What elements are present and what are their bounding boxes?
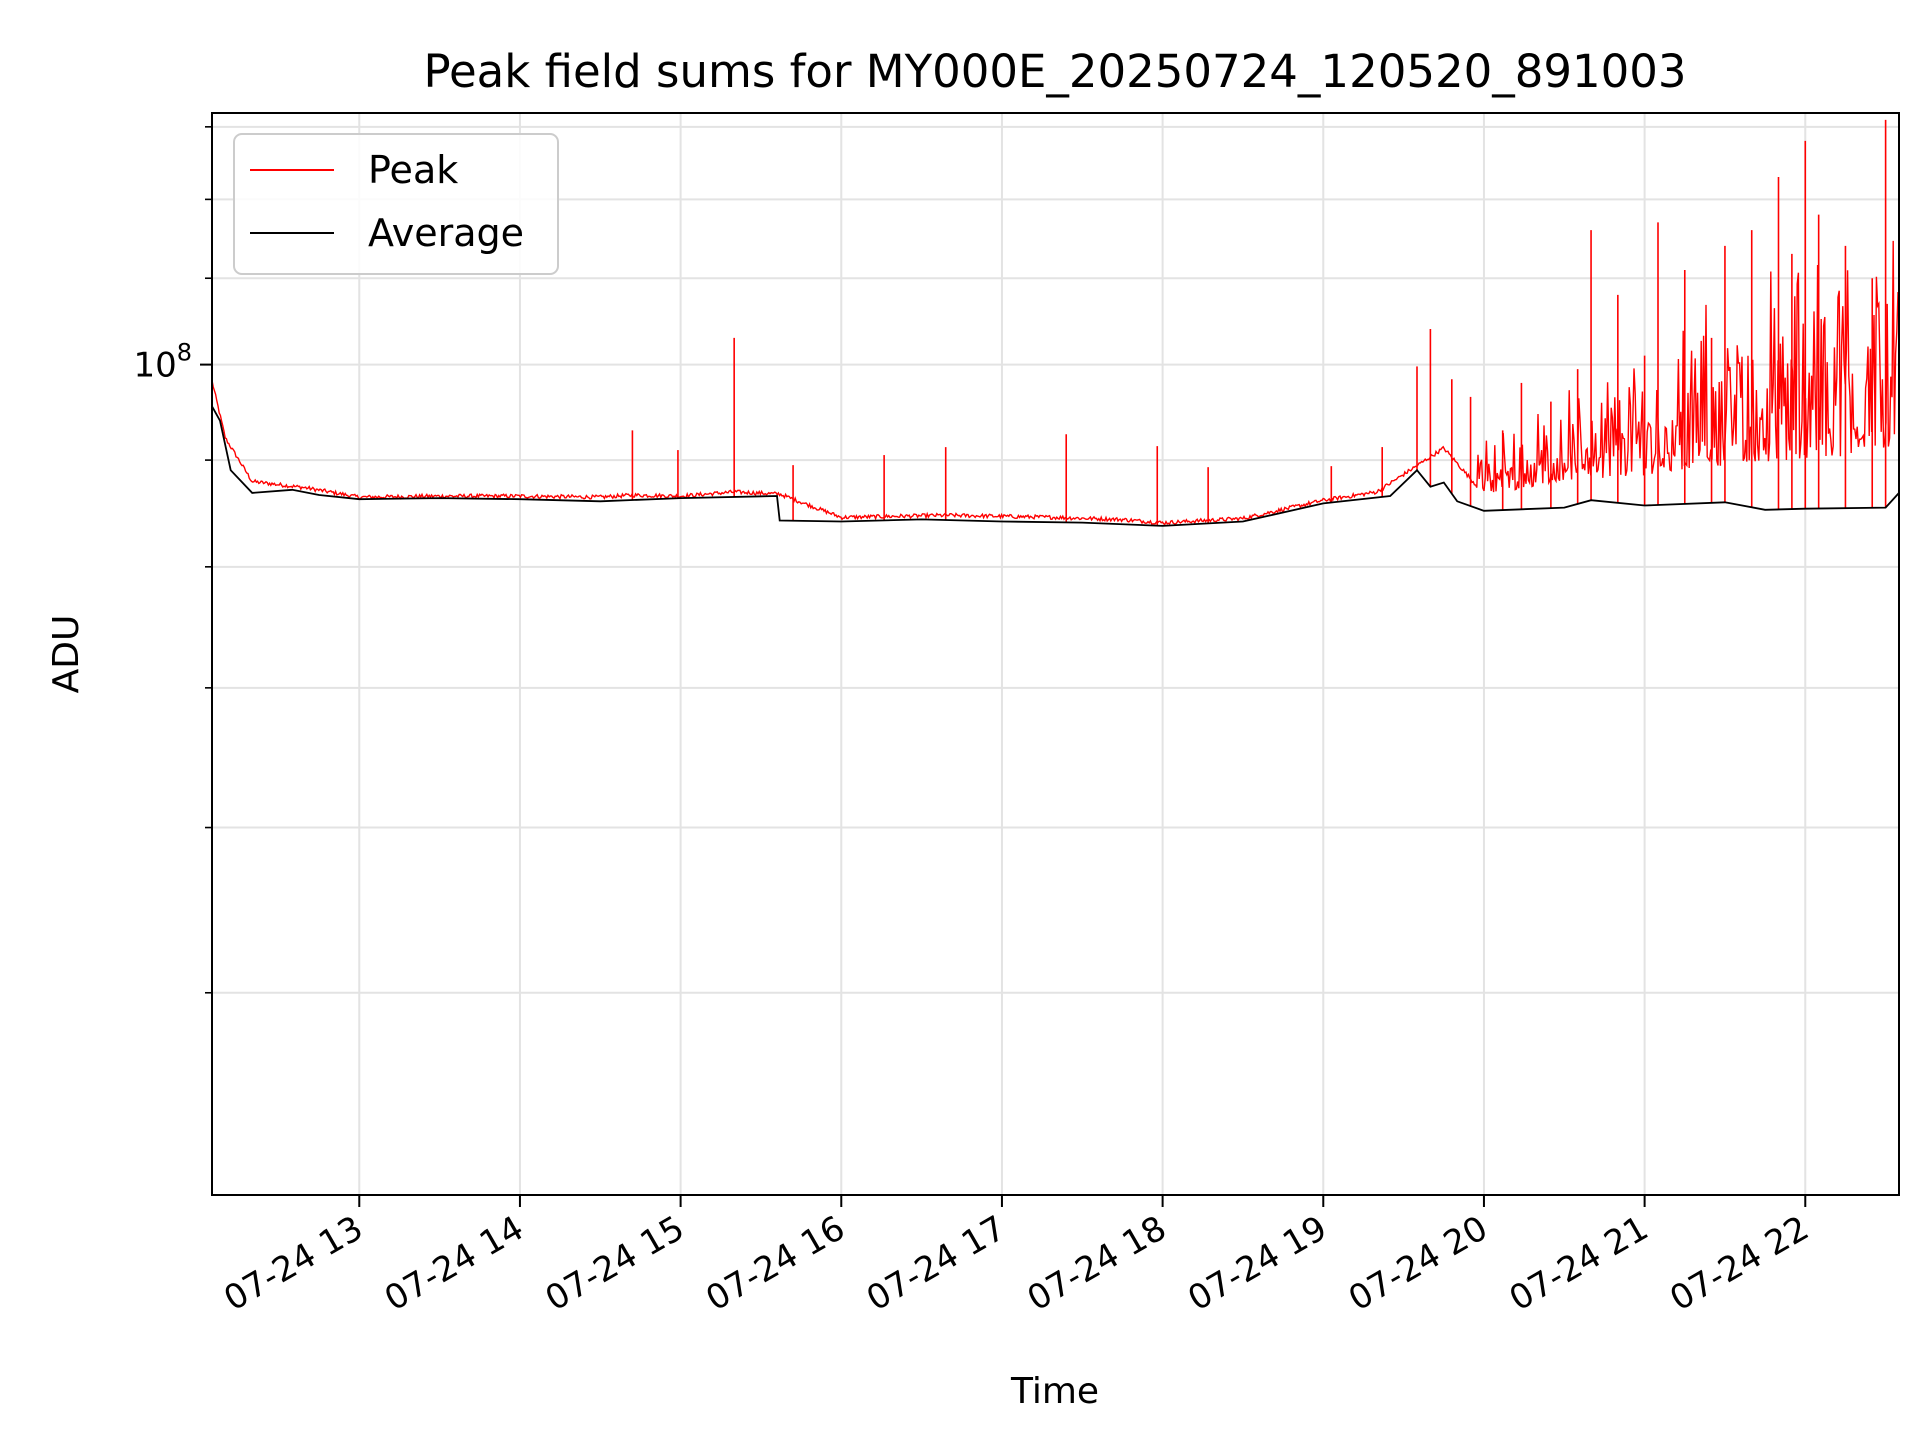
legend: Peak Average <box>233 133 559 275</box>
y-tick-label: 108 <box>133 339 192 386</box>
x-axis-label: Time <box>1010 1371 1099 1412</box>
average-series-line <box>212 405 1899 527</box>
plot-frame <box>211 112 1900 1196</box>
y-axis: 108 <box>133 126 212 994</box>
legend-label-average: Average <box>368 211 524 255</box>
y-axis-label: ADU <box>46 615 87 694</box>
chart-title: Peak field sums for MY000E_20250724_1205… <box>423 45 1686 98</box>
legend-label-peak: Peak <box>368 148 458 192</box>
peak-series-line <box>212 240 1899 526</box>
series-layer <box>212 119 1899 527</box>
